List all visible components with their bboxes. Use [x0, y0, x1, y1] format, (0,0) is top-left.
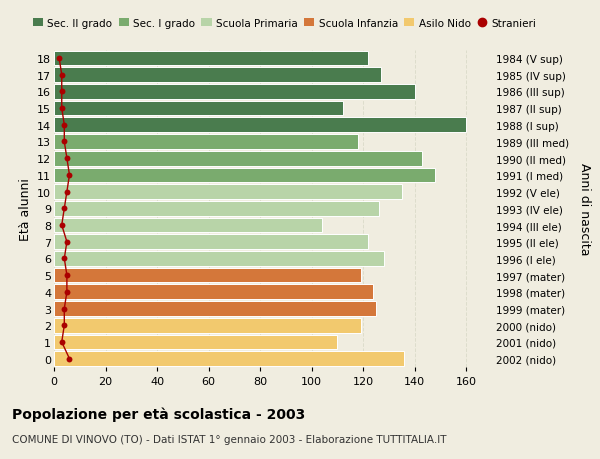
Text: COMUNE DI VINOVO (TO) - Dati ISTAT 1° gennaio 2003 - Elaborazione TUTTITALIA.IT: COMUNE DI VINOVO (TO) - Dati ISTAT 1° ge… — [12, 434, 446, 444]
Point — [65, 355, 74, 363]
Point — [59, 122, 69, 129]
Point — [57, 222, 67, 229]
Point — [59, 255, 69, 263]
Point — [62, 272, 71, 279]
Point — [59, 205, 69, 213]
Bar — [54, 302, 376, 316]
Bar — [54, 202, 379, 216]
Point — [57, 339, 67, 346]
Point — [62, 289, 71, 296]
Point — [62, 239, 71, 246]
Point — [55, 55, 64, 62]
Point — [59, 305, 69, 313]
Point — [57, 105, 67, 112]
Bar — [54, 335, 337, 350]
Point — [65, 172, 74, 179]
Point — [62, 189, 71, 196]
Legend: Sec. II grado, Sec. I grado, Scuola Primaria, Scuola Infanzia, Asilo Nido, Stran: Sec. II grado, Sec. I grado, Scuola Prim… — [29, 15, 541, 33]
Bar — [54, 151, 422, 166]
Bar — [54, 318, 361, 333]
Point — [59, 139, 69, 146]
Point — [59, 322, 69, 329]
Bar — [54, 85, 415, 100]
Bar — [54, 101, 343, 116]
Bar — [54, 285, 373, 300]
Bar — [54, 218, 322, 233]
Bar — [54, 118, 466, 133]
Bar — [54, 51, 368, 66]
Bar — [54, 352, 404, 366]
Bar — [54, 135, 358, 150]
Point — [57, 89, 67, 96]
Bar — [54, 268, 361, 283]
Bar — [54, 252, 384, 266]
Y-axis label: Anni di nascita: Anni di nascita — [578, 162, 590, 255]
Text: Popolazione per età scolastica - 2003: Popolazione per età scolastica - 2003 — [12, 406, 305, 421]
Y-axis label: Età alunni: Età alunni — [19, 178, 32, 240]
Bar — [54, 235, 368, 250]
Bar — [54, 168, 436, 183]
Point — [57, 72, 67, 79]
Point — [62, 155, 71, 162]
Bar — [54, 68, 381, 83]
Bar — [54, 185, 402, 200]
